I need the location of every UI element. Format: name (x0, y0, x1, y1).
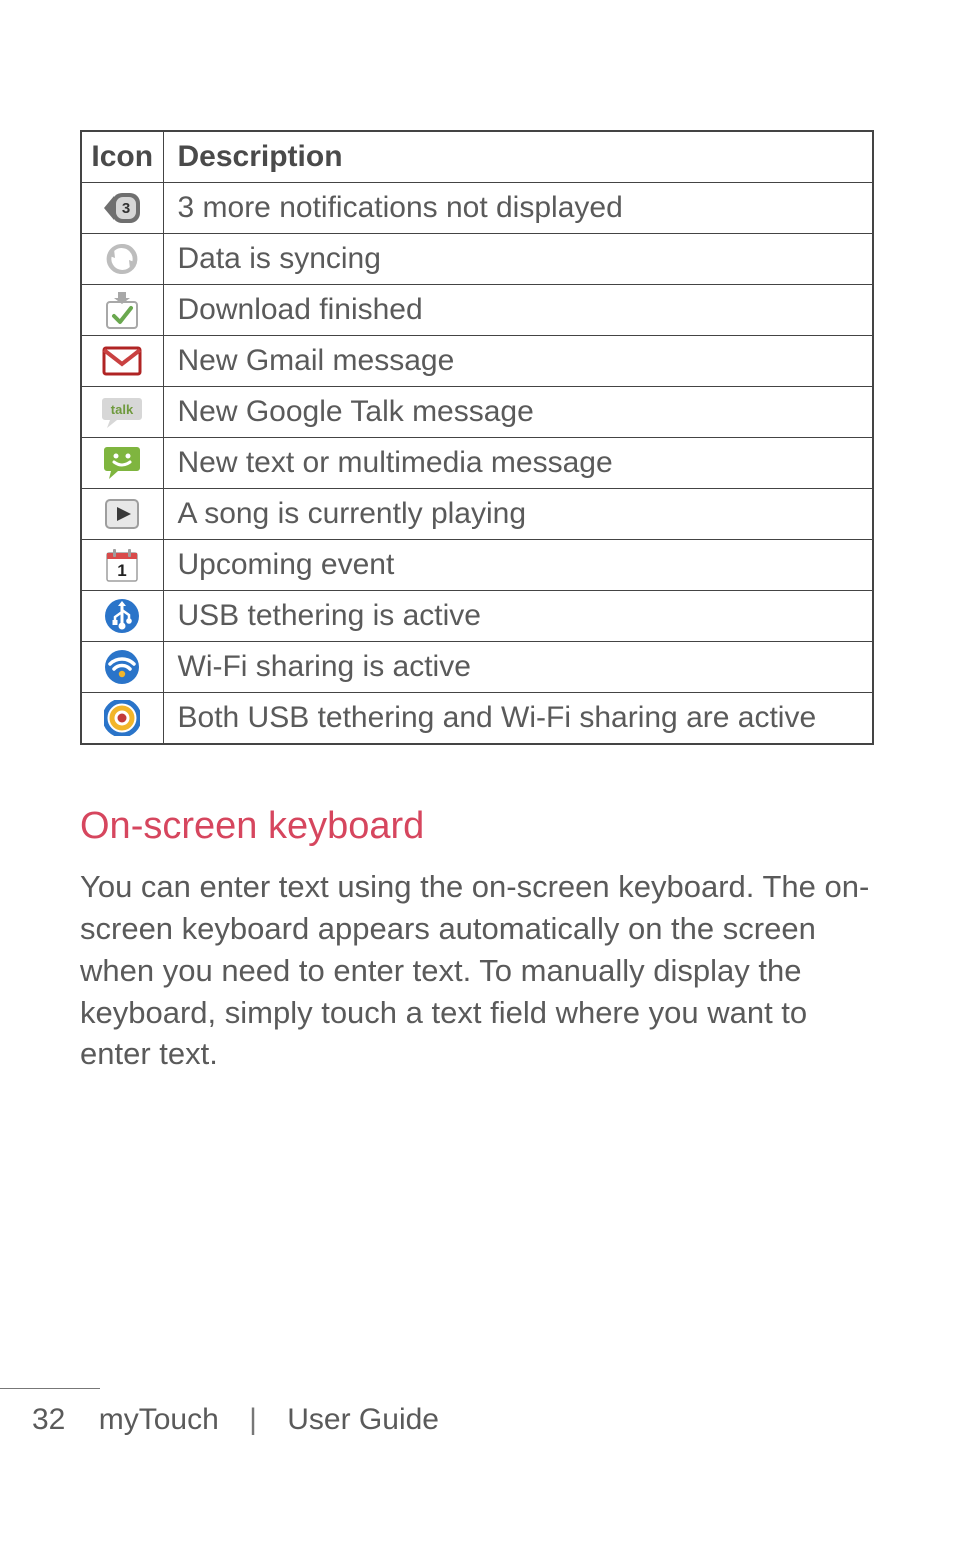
notification-icons-table: Icon Description 3 3 more notifications … (80, 130, 874, 745)
footer-product-name: myTouch (99, 1403, 219, 1436)
svg-text:3: 3 (122, 200, 130, 217)
table-cell-description: New text or multimedia message (163, 438, 873, 489)
table-row: 1 Upcoming event (81, 540, 873, 591)
table-row: Wi-Fi sharing is active (81, 642, 873, 693)
footer-separator: | (249, 1403, 257, 1436)
page-footer: 32 myTouch | User Guide (0, 1388, 954, 1437)
table-cell-description: Wi-Fi sharing is active (163, 642, 873, 693)
table-cell-description: Download finished (163, 285, 873, 336)
calendar-icon: 1 (105, 547, 139, 583)
table-row: A song is currently playing (81, 489, 873, 540)
footer-page-number: 32 (32, 1403, 65, 1436)
table-row: New Gmail message (81, 336, 873, 387)
table-header-description: Description (163, 131, 873, 183)
table-cell-description: Both USB tethering and Wi-Fi sharing are… (163, 693, 873, 745)
download-done-icon (104, 290, 140, 330)
sms-icon (103, 445, 141, 481)
gmail-icon (102, 346, 142, 376)
table-row: Data is syncing (81, 234, 873, 285)
table-cell-description: New Gmail message (163, 336, 873, 387)
table-row: Both USB tethering and Wi-Fi sharing are… (81, 693, 873, 745)
table-row: New text or multimedia message (81, 438, 873, 489)
more-3-icon: 3 (102, 191, 142, 225)
table-row: talk New Google Talk message (81, 387, 873, 438)
section-heading-on-screen-keyboard: On-screen keyboard (80, 805, 874, 848)
wifi-share-icon (104, 649, 140, 685)
table-cell-description: Upcoming event (163, 540, 873, 591)
table-header-icon: Icon (81, 131, 163, 183)
table-row: Download finished (81, 285, 873, 336)
table-cell-description: USB tethering is active (163, 591, 873, 642)
sync-icon (104, 241, 140, 277)
table-cell-description: New Google Talk message (163, 387, 873, 438)
table-cell-description: 3 more notifications not displayed (163, 183, 873, 234)
music-play-icon (104, 498, 140, 530)
table-cell-description: A song is currently playing (163, 489, 873, 540)
tether-both-icon (104, 700, 140, 736)
section-body-text: You can enter text using the on-screen k… (80, 866, 874, 1075)
svg-text:talk: talk (111, 402, 134, 417)
svg-text:1: 1 (118, 561, 127, 580)
table-row: USB tethering is active (81, 591, 873, 642)
table-cell-description: Data is syncing (163, 234, 873, 285)
footer-doc-title: User Guide (287, 1403, 439, 1436)
usb-tether-icon (104, 598, 140, 634)
gtalk-icon: talk (101, 394, 143, 430)
table-row: 3 3 more notifications not displayed (81, 183, 873, 234)
